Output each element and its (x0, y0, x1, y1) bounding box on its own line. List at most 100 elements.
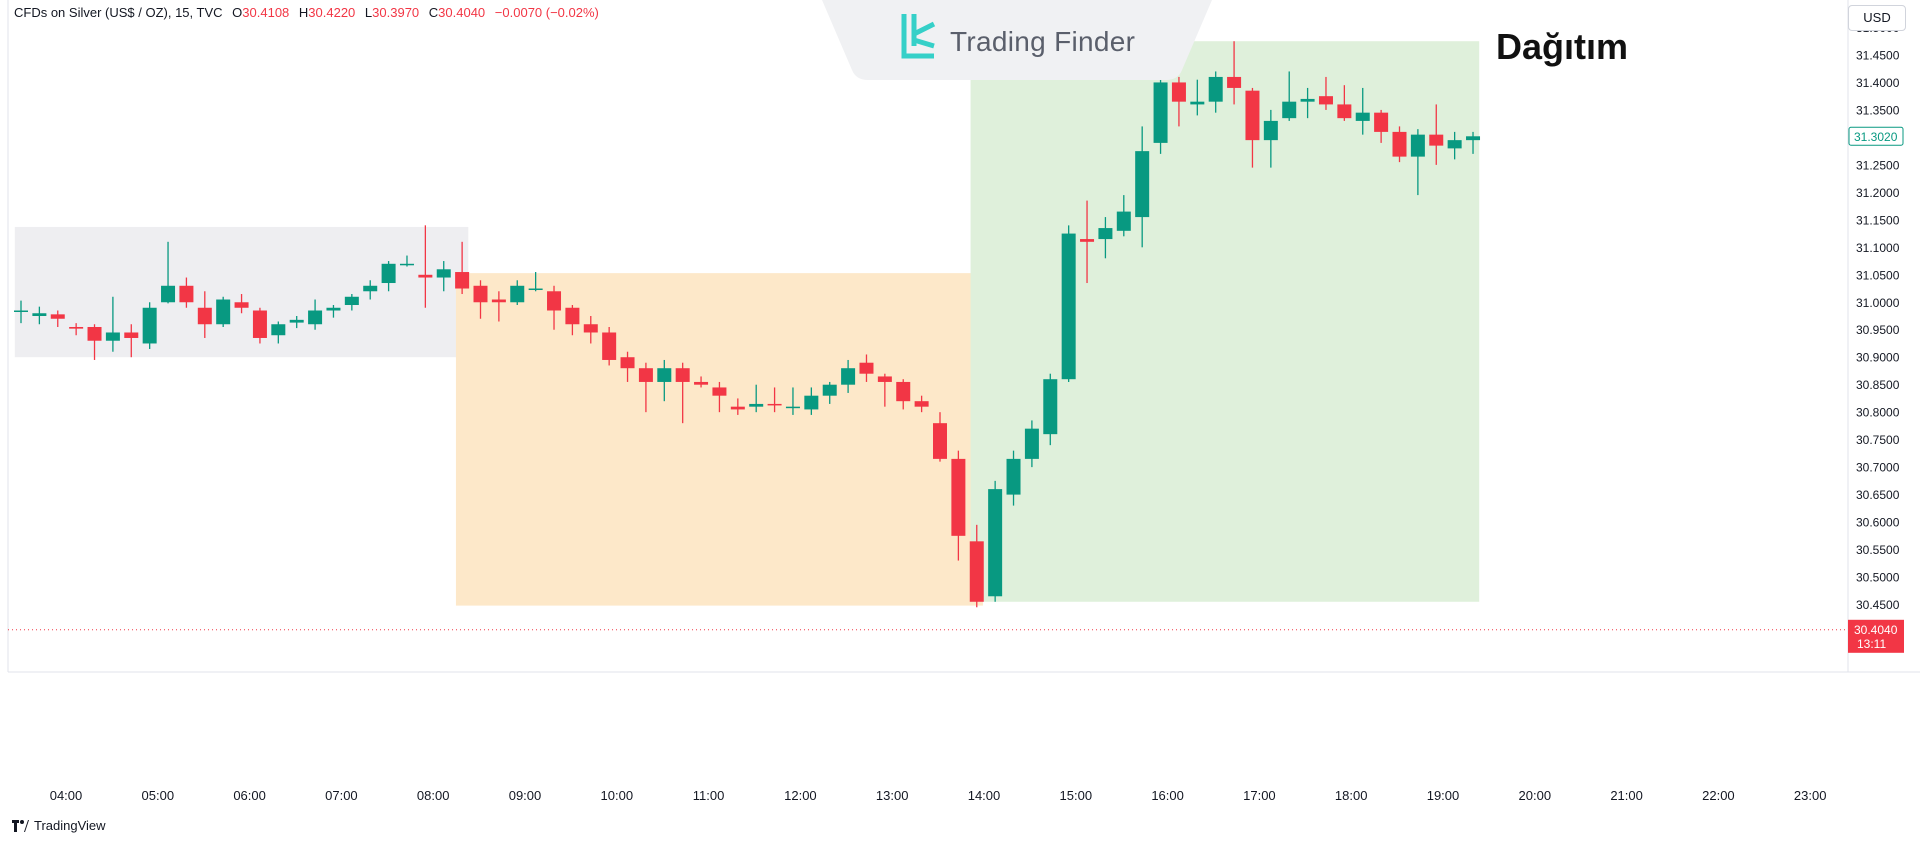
candle (473, 280, 488, 319)
time-axis[interactable]: 04:00 05:00 06:00 07:00 08:00 09:00 10:00 11:00… (50, 788, 1827, 803)
candle (785, 387, 800, 415)
candle (1208, 71, 1223, 113)
candle (933, 412, 947, 462)
candle (657, 359, 672, 402)
candle (308, 299, 323, 330)
candle (1447, 131, 1462, 160)
price-tick-label: 30.5000 (1856, 571, 1900, 585)
candle (418, 225, 433, 308)
zone-decline (455, 273, 983, 606)
candle (1061, 225, 1076, 382)
candle (216, 296, 231, 327)
price-tick-label: 31.1500 (1856, 213, 1900, 227)
price-tick-label: 31.4500 (1856, 48, 1900, 62)
overlay-layer (8, 0, 1920, 673)
candle (234, 294, 249, 314)
candle (455, 241, 470, 295)
candle (142, 302, 157, 349)
candle (1429, 104, 1444, 165)
candle (161, 241, 176, 304)
candle (730, 398, 745, 415)
candles-layer (14, 41, 1481, 608)
tradingview-brand[interactable]: TradingView (12, 818, 106, 833)
candle (69, 323, 84, 336)
time-tick-label: 06:00 (233, 788, 266, 803)
price-tick-label: 30.4500 (1856, 598, 1900, 612)
candle (638, 362, 653, 413)
time-tick-label: 11:00 (693, 788, 725, 803)
high-label: H (298, 5, 309, 20)
price-tick-label: 31.2500 (1856, 158, 1900, 172)
price-tick-label: 31.1000 (1856, 241, 1900, 255)
price-axis[interactable]: 30.4500 30.5000 30.5500 30.6000 30.6500 30.70… (1848, 21, 1904, 653)
candle (1392, 126, 1407, 163)
time-tick-label: 10:00 (601, 788, 634, 803)
time-tick-label: 23:00 (1794, 788, 1827, 803)
watermark-text: Trading Finder (950, 26, 1136, 57)
candle (804, 387, 819, 415)
candle (583, 316, 598, 344)
candle (197, 291, 212, 338)
candle (749, 384, 764, 413)
open-label: O (232, 5, 243, 20)
candle (326, 305, 341, 318)
candle (1318, 76, 1333, 110)
candle (877, 373, 892, 407)
change-value: −0.0070 (−0.02%) (494, 5, 599, 20)
candle (988, 480, 1003, 602)
close-label: C (428, 5, 439, 20)
time-tick-label: 21:00 (1610, 788, 1643, 803)
time-tick-label: 22:00 (1702, 788, 1735, 803)
price-tick-label: 30.6500 (1856, 488, 1900, 502)
candle (1227, 41, 1242, 105)
time-tick-label: 12:00 (784, 788, 817, 803)
tradingview-logo-icon (12, 819, 29, 832)
candle (951, 450, 966, 561)
last-price-value: 31.3020 (1854, 130, 1898, 144)
price-tick-label: 31.0000 (1856, 296, 1900, 310)
candle (896, 379, 911, 410)
price-tick-label: 30.9000 (1856, 351, 1900, 365)
candle (822, 381, 837, 404)
candle (1300, 87, 1315, 119)
candle (87, 324, 102, 360)
candle (1043, 373, 1058, 446)
candle (381, 261, 396, 292)
price-tick-label: 30.7000 (1856, 461, 1900, 475)
price-tick-label: 30.7500 (1856, 433, 1900, 447)
candle (1135, 126, 1150, 248)
candle (1282, 71, 1297, 121)
time-tick-label: 07:00 (325, 788, 358, 803)
candle (179, 277, 194, 308)
candle (1466, 131, 1481, 154)
time-tick-label: 05:00 (142, 788, 175, 803)
candle (289, 316, 304, 329)
high-value: 30.4220 (308, 5, 356, 20)
price-tick-label: 31.4000 (1856, 76, 1900, 90)
candle (14, 300, 28, 324)
bar-countdown: 13:11 (1857, 637, 1886, 651)
candle (969, 524, 984, 608)
currency-button[interactable]: USD (1848, 5, 1906, 31)
candle (712, 381, 727, 413)
candle (271, 321, 286, 344)
low-value: 30.3970 (372, 5, 420, 20)
candle (620, 351, 635, 382)
candle (675, 362, 690, 424)
tradingview-label: TradingView (34, 818, 106, 833)
candle (1245, 87, 1260, 168)
time-tick-label: 15:00 (1060, 788, 1093, 803)
time-tick-label: 17:00 (1243, 788, 1276, 803)
time-tick-label: 14:00 (968, 788, 1001, 803)
candle (1337, 85, 1352, 121)
candle (436, 261, 451, 292)
symbol-title[interactable]: CFDs on Silver (US$ / OZ), 15, TVC (14, 5, 223, 20)
current-price-value: 30.4040 (1854, 623, 1898, 637)
time-tick-label: 04:00 (50, 788, 83, 803)
candle (1190, 79, 1205, 116)
candle (105, 296, 120, 352)
price-tick-label: 31.3500 (1856, 103, 1900, 117)
candle (841, 359, 856, 393)
